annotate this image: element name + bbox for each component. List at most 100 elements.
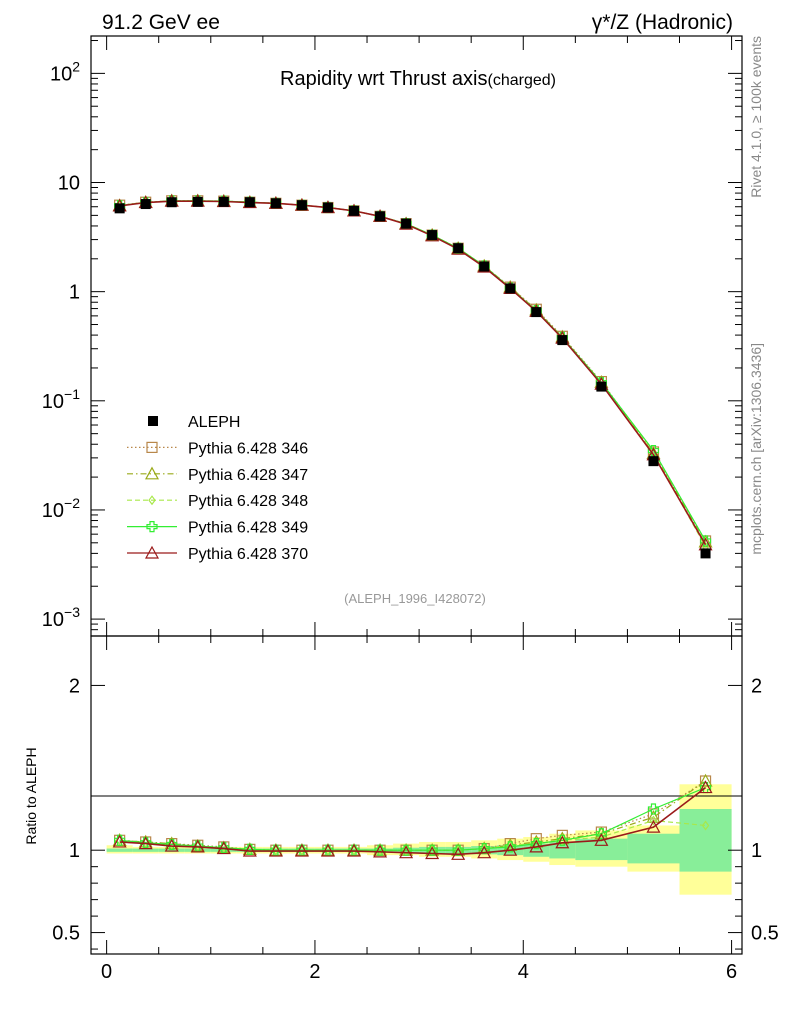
legend-marker-4 bbox=[146, 521, 158, 533]
ratio-series-group bbox=[112, 773, 713, 860]
ratio-point-4 bbox=[400, 844, 412, 856]
data-point bbox=[596, 381, 607, 392]
ratio-point-5 bbox=[698, 780, 713, 794]
ratio-point-5 bbox=[594, 833, 609, 846]
main-line-1 bbox=[119, 200, 707, 542]
main-line-4 bbox=[119, 200, 707, 542]
data-point bbox=[479, 261, 490, 272]
data-point bbox=[375, 211, 386, 222]
ratio-point-5 bbox=[529, 839, 544, 853]
ratio-point-4 bbox=[452, 844, 464, 856]
main-point-4 bbox=[699, 535, 712, 547]
band-green bbox=[158, 848, 185, 852]
y-tick-label: 10 bbox=[58, 173, 80, 195]
x-tick-label: 2 bbox=[309, 961, 320, 983]
ratio-point-5 bbox=[242, 843, 257, 857]
band-green bbox=[236, 848, 263, 852]
data-point bbox=[270, 198, 281, 209]
y-tick-label: 10−2 bbox=[42, 495, 80, 522]
band-green bbox=[471, 846, 498, 855]
ratio-point-5 bbox=[399, 845, 414, 859]
ratio-point-5 bbox=[425, 846, 440, 860]
ratio-y-label-left: 0.5 bbox=[52, 923, 80, 945]
data-point bbox=[427, 230, 438, 241]
ratio-line-5 bbox=[119, 786, 707, 856]
data-point bbox=[648, 456, 659, 467]
legend-marker-3 bbox=[148, 495, 156, 506]
ratio-point-4 bbox=[374, 844, 386, 856]
ratio-line-4 bbox=[119, 787, 706, 851]
ratio-panel: 0.5 0.5 1 1 2 2 0 2 4 6 Ratio to ALEPH bbox=[23, 36, 779, 983]
data-point bbox=[114, 203, 125, 214]
ratio-y-label-left: 1 bbox=[69, 840, 80, 862]
legend-marker-2 bbox=[144, 466, 160, 480]
ratio-point-5 bbox=[451, 847, 466, 860]
band-green bbox=[549, 841, 576, 859]
data-point bbox=[349, 205, 360, 216]
legend-label-3: Pythia 6.428 348 bbox=[188, 493, 308, 510]
ratio-point-4 bbox=[647, 803, 660, 815]
ratio-point-4 bbox=[166, 838, 178, 851]
ratio-point-5 bbox=[477, 845, 492, 859]
ratio-point-4 bbox=[530, 838, 542, 850]
legend-label-5: Pythia 6.428 370 bbox=[188, 546, 308, 563]
x-tick-label: 4 bbox=[518, 961, 529, 983]
ratio-point-4 bbox=[114, 834, 126, 846]
ratio-point-4 bbox=[426, 844, 438, 856]
data-point bbox=[453, 243, 464, 254]
header-left: 91.2 GeV ee bbox=[102, 11, 220, 34]
legend-label-2: Pythia 6.428 347 bbox=[188, 467, 308, 484]
ratio-point-4 bbox=[478, 842, 490, 855]
y-tick-label: 102 bbox=[50, 58, 80, 85]
ratio-y-label-left: 2 bbox=[69, 675, 80, 697]
y-tick-label: 1 bbox=[69, 282, 80, 304]
ratio-point-4 bbox=[556, 834, 568, 846]
band-green bbox=[210, 848, 237, 852]
side-label-bottom: mcplots.cern.ch [arXiv:1306.3436] bbox=[748, 343, 764, 555]
y-tick-label: 10−3 bbox=[42, 604, 80, 631]
legend-label-1: Pythia 6.428 346 bbox=[188, 440, 308, 457]
legend-marker-1 bbox=[146, 441, 158, 453]
y-tick-label: 10−1 bbox=[42, 386, 80, 413]
ratio-point-3 bbox=[649, 815, 658, 826]
ratio-ylabel: Ratio to ALEPH bbox=[23, 747, 39, 844]
ratio-point-5 bbox=[268, 843, 283, 857]
data-point bbox=[531, 307, 542, 318]
legend-marker-aleph bbox=[148, 416, 158, 426]
data-point bbox=[401, 218, 412, 229]
ratio-point-5 bbox=[373, 844, 388, 858]
ratio-point-5 bbox=[555, 835, 570, 849]
legend-marker-5 bbox=[144, 545, 160, 559]
ratio-point-5 bbox=[294, 843, 309, 857]
band-green bbox=[132, 848, 159, 852]
data-point bbox=[700, 548, 711, 559]
ratio-point-5 bbox=[190, 839, 205, 853]
ratio-point-2 bbox=[698, 773, 713, 787]
band-green bbox=[575, 838, 628, 861]
main-y-ticks: 10−3 10−2 10−1 1 10 102 bbox=[42, 40, 742, 637]
ratio-point-4 bbox=[244, 843, 256, 855]
main-title: Rapidity wrt Thrust axis(charged) bbox=[280, 68, 556, 90]
ratio-point-3 bbox=[402, 845, 410, 856]
x-ticks: 0 2 4 6 bbox=[101, 36, 737, 983]
legend: ALEPH Pythia 6.428 346 Pythia 6.428 347 Pyt… bbox=[127, 414, 308, 563]
data-point bbox=[505, 283, 516, 294]
x-tick-label: 0 bbox=[101, 961, 112, 983]
main-line-2 bbox=[119, 200, 707, 543]
ratio-point-5 bbox=[346, 843, 362, 857]
ratio-point-3 bbox=[558, 835, 567, 846]
x-tick-label: 6 bbox=[726, 961, 737, 983]
ratio-point-5 bbox=[646, 819, 661, 833]
ratio-y-label-right: 0.5 bbox=[751, 923, 779, 945]
ratio-point-5 bbox=[503, 842, 518, 856]
data-point bbox=[557, 335, 568, 346]
ratio-point-5 bbox=[138, 836, 153, 850]
side-label-top: Rivet 4.1.0, ≥ 100k events bbox=[748, 36, 764, 198]
band-green bbox=[627, 833, 680, 864]
legend-label-4: Pythia 6.428 349 bbox=[188, 520, 308, 537]
ratio-bands bbox=[106, 784, 732, 895]
ratio-point-4 bbox=[504, 841, 516, 853]
legend-label-aleph: ALEPH bbox=[188, 414, 240, 431]
ratio-point-5 bbox=[320, 843, 335, 857]
